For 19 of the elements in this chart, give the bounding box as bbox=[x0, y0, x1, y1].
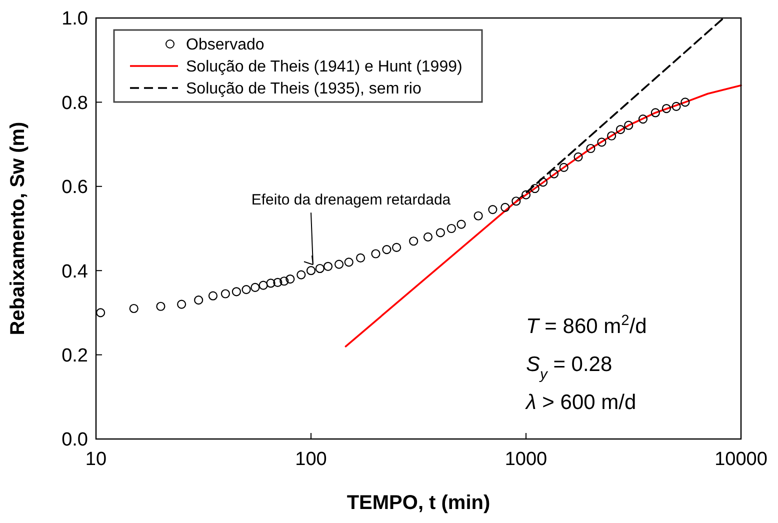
annotation: λ > 600 m/d bbox=[525, 391, 636, 414]
x-tick-label: 100 bbox=[295, 449, 327, 470]
legend-label: Solução de Theis (1935), sem rio bbox=[186, 80, 422, 98]
x-tick-label: 10 bbox=[85, 449, 107, 470]
annotation: T = 860 m$^{2}$/d bbox=[526, 313, 647, 338]
x-tick-label: 10000 bbox=[714, 449, 768, 470]
legend-label: Solução de Theis (1941) e Hunt (1999) bbox=[186, 58, 462, 76]
legend-label: Observado bbox=[186, 36, 264, 54]
y-tick-label: 0.6 bbox=[62, 177, 88, 198]
y-tick-label: 1.0 bbox=[62, 8, 88, 30]
annotation: Efeito da drenagem retardada bbox=[251, 192, 452, 209]
y-tick-label: 0.0 bbox=[62, 430, 88, 451]
y-tick-label: 0.4 bbox=[62, 261, 88, 282]
y-tick-label: 0.2 bbox=[62, 345, 88, 366]
x-tick-label: 1000 bbox=[504, 449, 548, 470]
y-axis-title: Rebaixamento, Sw (m) bbox=[7, 122, 29, 336]
x-axis-title: TEMPO, t (min) bbox=[346, 492, 490, 514]
annotation: S$_{y}$ = 0.28 bbox=[526, 353, 612, 383]
y-tick-label: 0.8 bbox=[62, 92, 88, 114]
